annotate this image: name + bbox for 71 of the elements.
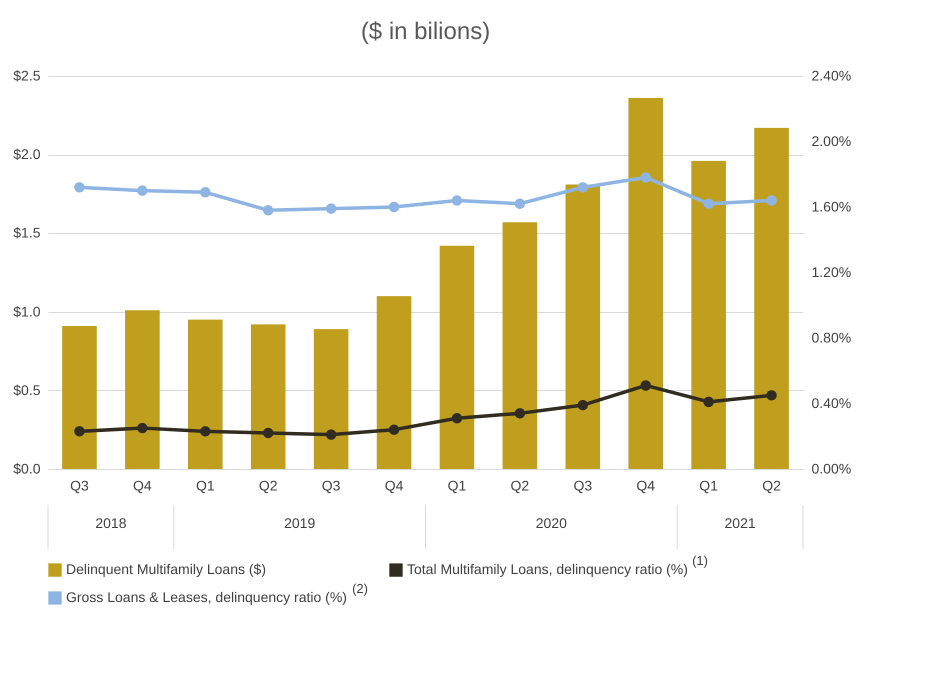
- point: [514, 408, 526, 419]
- point: [766, 195, 777, 206]
- bar: [188, 320, 223, 469]
- text: 2020: [536, 515, 568, 531]
- y2-tick-label: 2.40%: [812, 68, 852, 84]
- bar: [628, 98, 664, 469]
- x-tick-label: Q4: [384, 478, 404, 494]
- x-tick-label: Q2: [510, 478, 530, 494]
- x-tick-label: Q4: [133, 478, 152, 494]
- x-tick-label: Q1: [196, 478, 215, 494]
- point: [578, 182, 588, 193]
- point: [137, 422, 148, 434]
- bar: [502, 222, 538, 469]
- point: [74, 182, 85, 193]
- text: 2018: [95, 515, 127, 531]
- bar: [62, 326, 97, 469]
- point: [578, 400, 588, 410]
- x-tick-label: Q1: [448, 478, 467, 494]
- point: [514, 198, 526, 209]
- bar: [440, 246, 474, 469]
- y-tick-label: $1.0: [13, 303, 41, 320]
- y2-tick-label: 0.40%: [812, 395, 852, 411]
- point: [703, 396, 714, 408]
- point: [200, 187, 211, 198]
- point: [200, 426, 211, 437]
- y2-tick-label: 2.00%: [812, 133, 852, 149]
- point: [74, 426, 85, 437]
- bar: [250, 324, 286, 469]
- point: [137, 185, 148, 196]
- legend-label: Total Multifamily Loans, delinquency ratio (%): [407, 561, 688, 578]
- x-tick-label: Q3: [70, 478, 90, 494]
- x-tick-label: Q4: [636, 478, 656, 494]
- x-tick-label: Q2: [258, 478, 278, 494]
- x-tick-label: Q3: [573, 478, 592, 494]
- x-tick-label: Q1: [699, 478, 718, 494]
- point: [262, 428, 274, 438]
- point: [262, 205, 274, 216]
- legend-label: Gross Loans & Leases, delinquency ratio (%): [66, 589, 347, 605]
- point: [326, 429, 336, 440]
- chart-title: ($ in bilions): [360, 18, 490, 45]
- y-tick-label: $2.5: [13, 68, 41, 84]
- bar: [314, 329, 348, 469]
- text: (2): [352, 581, 368, 596]
- point: [388, 202, 400, 212]
- point: [640, 380, 651, 391]
- legend-label: Delinquent Multifamily Loans ($): [66, 561, 266, 578]
- point: [766, 390, 777, 401]
- y2-tick-label: 1.20%: [812, 264, 852, 280]
- y-tick-label: $2.0: [13, 146, 41, 162]
- point: [452, 195, 462, 206]
- x-tick-label: Q3: [322, 478, 341, 494]
- text: 2019: [284, 515, 316, 531]
- point: [326, 203, 336, 214]
- x-tick-label: Q2: [762, 478, 782, 494]
- bar: [125, 310, 160, 469]
- y2-tick-label: 1.60%: [812, 198, 852, 214]
- bar: [565, 184, 600, 469]
- y-tick-label: $0.5: [13, 382, 41, 398]
- point: [703, 198, 714, 209]
- point: [388, 424, 400, 435]
- y2-tick-label: 0.00%: [812, 460, 852, 476]
- bar: [754, 128, 789, 469]
- y-tick-label: $1.5: [13, 224, 41, 241]
- y2-tick-label: 0.80%: [812, 330, 852, 346]
- bar: [691, 160, 726, 469]
- point: [452, 413, 462, 424]
- text: 2021: [724, 515, 756, 531]
- y-tick-label: $0.0: [13, 460, 41, 476]
- bar: [376, 296, 412, 469]
- point: [640, 172, 651, 183]
- text: (1): [692, 553, 708, 568]
